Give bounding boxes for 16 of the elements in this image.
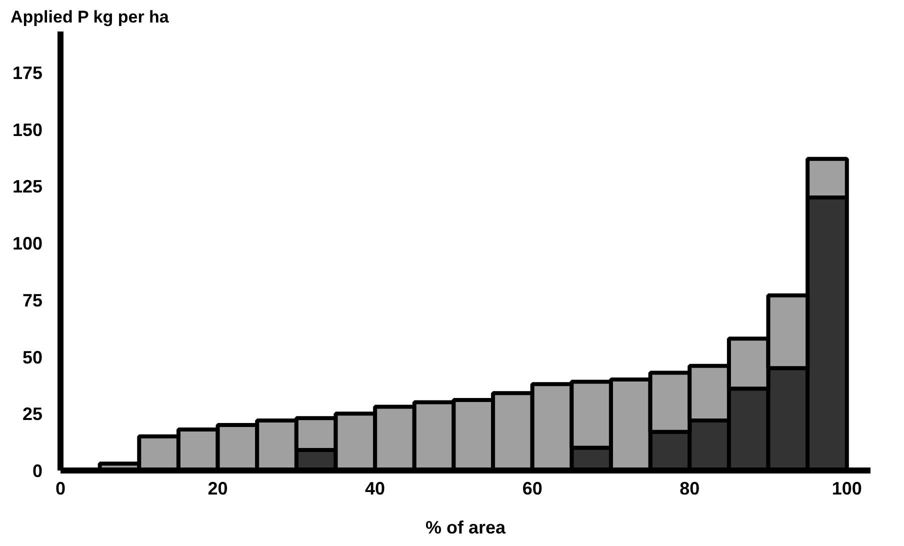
y-axis-title: Applied P kg per ha (10, 8, 170, 26)
y-tick-label: 25 (22, 404, 43, 424)
x-tick-label: 100 (832, 478, 862, 498)
y-tick-label: 0 (32, 461, 43, 481)
y-tick-label: 50 (22, 347, 43, 368)
x-tick-label: 0 (55, 478, 66, 498)
x-tick-label: 40 (365, 478, 386, 498)
y-tick-label: 100 (12, 234, 43, 254)
x-axis-title: % of area (425, 518, 507, 538)
y-tick-label: 75 (22, 290, 43, 310)
x-tick-label: 20 (208, 478, 228, 498)
y-tick-label: 125 (12, 176, 43, 197)
x-tick-label: 60 (522, 478, 542, 498)
y-tick-label: 175 (12, 62, 43, 83)
x-tick-label: 80 (680, 478, 700, 498)
y-tick-label: 150 (12, 120, 43, 140)
